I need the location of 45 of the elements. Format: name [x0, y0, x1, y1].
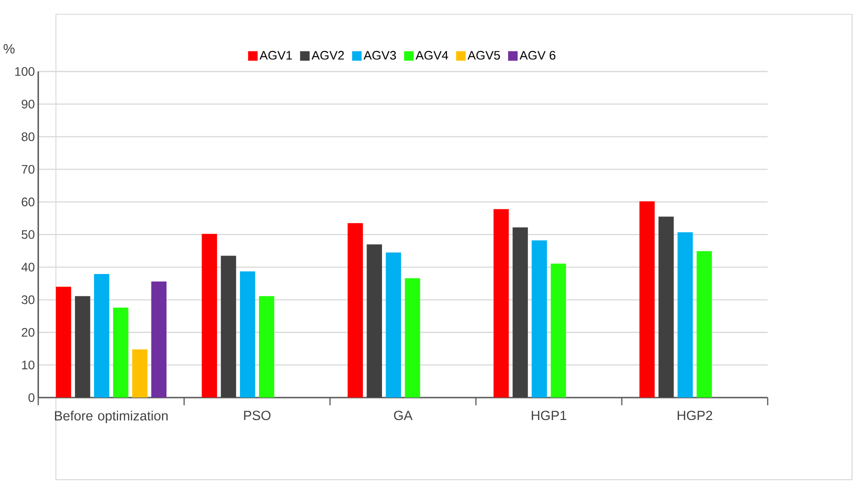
y-tick-label: 30: [22, 296, 34, 304]
x-tick-label: PSO: [244, 410, 270, 420]
y-tick-label: 50: [22, 230, 34, 240]
legend-label: AGV3: [364, 51, 396, 60]
y-tick-label: 80: [22, 132, 34, 142]
x-tick-label: Before optimization: [54, 410, 168, 424]
legend-label: AGV4: [416, 51, 448, 60]
bar: [512, 228, 528, 398]
bar: [74, 296, 90, 398]
y-tick-label: 90: [22, 100, 34, 109]
bar: [113, 308, 128, 398]
legend-label: AGV1: [260, 51, 292, 60]
y-tick-label: 70: [22, 165, 34, 174]
bar: [56, 286, 72, 398]
x-tick-label: HGP1: [532, 410, 566, 420]
x-tick-label: HGP2: [678, 410, 712, 420]
legend-label: AGV2: [312, 51, 344, 60]
legend-label: AGV 6: [520, 51, 556, 60]
bar: [258, 296, 274, 398]
y-tick-label: 40: [21, 263, 34, 272]
bar: [366, 244, 382, 398]
bar: [678, 232, 693, 398]
bar: [639, 202, 655, 398]
bar: [386, 252, 402, 398]
bar: [220, 256, 236, 398]
bar: [532, 240, 547, 398]
bar: [494, 209, 509, 398]
bar: [132, 350, 148, 398]
bar: [658, 216, 674, 398]
bar: [151, 282, 166, 398]
y-tick-label: 60: [22, 198, 34, 207]
bar: [202, 234, 218, 398]
bar: [404, 278, 420, 398]
y-tick-label: 0: [28, 393, 34, 402]
y-tick-label: 20: [22, 328, 34, 337]
y-tick-label: 10: [22, 360, 34, 370]
y-axis-title: %: [4, 44, 15, 54]
bar: [348, 223, 363, 398]
y-tick-label: 100: [15, 67, 34, 76]
legend-label: AGV5: [468, 51, 500, 60]
x-tick-label: GA: [394, 410, 413, 420]
bar: [696, 251, 712, 398]
bar: [94, 274, 110, 398]
bar: [550, 264, 566, 398]
bar: [240, 272, 256, 398]
